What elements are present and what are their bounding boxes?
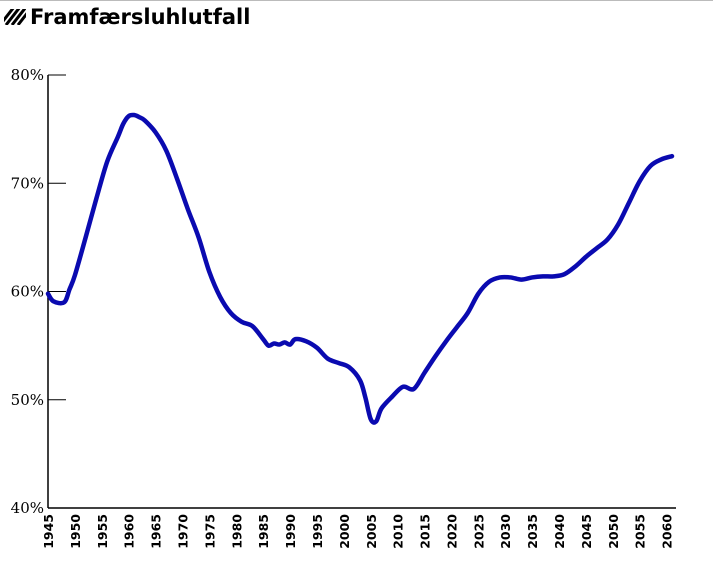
x-tick-label: 2025 [471,514,486,549]
x-tick-label: 2050 [606,514,621,549]
x-tick-label: 1980 [229,514,244,549]
y-axis: 40% 50% 60% 70% 80% [11,66,66,517]
chart-title: Framfærsluhlutfall [30,5,251,29]
x-tick-label: 2020 [444,514,459,549]
x-tick-label: 2045 [579,514,594,549]
x-axis: 1945 1950 1955 1960 1965 1970 1975 1980 1985 1990… [41,507,676,549]
chart-header: Framfærsluhlutfall [4,0,250,34]
y-tick-label: 60% [11,283,44,301]
series-group [45,112,675,425]
x-tick-label: 2040 [552,514,567,549]
x-tick-label: 1985 [256,514,271,549]
y-tick-label: 70% [11,174,44,192]
x-tick-label: 2055 [633,514,648,549]
x-tick-label: 2005 [364,514,379,549]
y-tick-label: 40% [11,499,44,517]
x-tick-label: 2000 [337,514,352,549]
x-tick-label: 1995 [310,514,325,549]
x-tick-label: 1945 [41,514,56,549]
x-tick-label: 1960 [122,514,137,549]
x-tick-label: 2035 [525,514,540,549]
hatched-square-icon [4,9,26,25]
x-tick-label: 2060 [660,514,675,549]
x-tick-label: 1955 [95,514,110,549]
x-tick-label: 2010 [391,514,406,549]
x-tick-label: 1950 [68,514,83,549]
x-tick-label: 2030 [498,514,513,549]
x-tick-label: 1965 [149,514,164,549]
y-tick-label: 80% [11,66,44,84]
y-tick-label: 50% [11,391,44,409]
x-tick-label: 1975 [202,514,217,549]
x-tick-label: 1990 [283,514,298,549]
x-tick-label: 1970 [175,514,190,549]
series-line [45,112,675,425]
x-tick-label: 2015 [418,514,433,549]
